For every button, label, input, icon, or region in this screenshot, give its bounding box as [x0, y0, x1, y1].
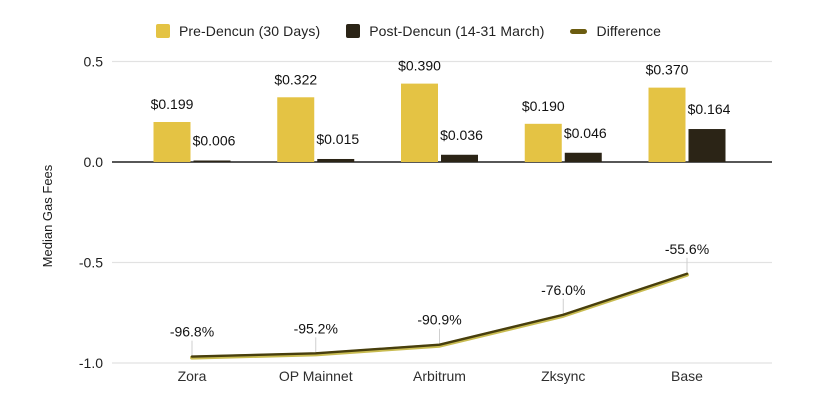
bar-value-label-post: $0.046	[564, 125, 607, 141]
legend-item-pre-dencun: Pre-Dencun (30 Days)	[155, 23, 321, 39]
bar-post-dencun-base	[688, 129, 726, 162]
legend-label-post-dencun: Post-Dencun (14-31 March)	[369, 23, 545, 39]
post-dencun-swatch-icon	[346, 24, 361, 38]
x-axis-label-op-mainnet: OP Mainnet	[279, 368, 353, 384]
pre-dencun-swatch-icon	[155, 24, 170, 38]
chart-legend: Pre-Dencun (30 Days) Post-Dencun (14-31 …	[0, 20, 817, 42]
bar-pre-dencun-arbitrum	[401, 83, 438, 162]
legend-label-pre-dencun: Pre-Dencun (30 Days)	[178, 23, 321, 39]
bar-value-label-pre: $0.390	[398, 58, 441, 74]
bar-post-dencun-arbitrum	[441, 154, 478, 162]
x-axis-label-zora: Zora	[178, 368, 207, 384]
y-axis-tick-label: 0.5	[84, 54, 104, 70]
bar-value-label-pre: $0.322	[274, 71, 317, 87]
bar-post-dencun-op-mainnet	[317, 158, 355, 162]
difference-percent-label: -55.6%	[665, 241, 709, 257]
legend-label-difference: Difference	[596, 23, 662, 39]
bar-pre-dencun-zksync	[524, 123, 562, 162]
x-axis-label-base: Base	[671, 368, 703, 384]
y-axis-tick-label: -0.5	[79, 255, 103, 271]
bar-value-label-pre: $0.190	[522, 98, 565, 114]
y-axis-tick-label: -1.0	[79, 355, 103, 371]
difference-swatch-icon	[570, 28, 588, 34]
y-axis-tick-label: 0.0	[84, 154, 104, 170]
bar-post-dencun-zora	[193, 160, 231, 162]
bar-post-dencun-zksync	[564, 152, 602, 162]
difference-percent-label: -96.8%	[170, 324, 214, 340]
bar-value-label-post: $0.015	[316, 131, 359, 147]
bar-value-label-post: $0.036	[440, 127, 483, 143]
legend-item-post-dencun: Post-Dencun (14-31 March)	[346, 23, 544, 39]
difference-percent-label: -95.2%	[294, 320, 338, 336]
legend-item-difference: Difference	[570, 23, 661, 39]
bar-pre-dencun-zora	[153, 122, 191, 162]
difference-percent-label: -90.9%	[417, 312, 461, 328]
difference-line	[190, 272, 689, 358]
difference-percent-label: -76.0%	[541, 282, 585, 298]
y-axis-title: Median Gas Fees	[40, 164, 55, 267]
bar-value-label-pre: $0.199	[151, 96, 194, 112]
x-axis-label-zksync: Zksync	[541, 368, 585, 384]
bar-pre-dencun-base	[648, 87, 686, 162]
bar-value-label-pre: $0.370	[646, 62, 689, 78]
bar-value-label-post: $0.006	[193, 133, 236, 149]
x-axis-label-arbitrum: Arbitrum	[413, 368, 466, 384]
bar-value-label-post: $0.164	[688, 101, 731, 117]
bar-pre-dencun-op-mainnet	[277, 97, 315, 162]
